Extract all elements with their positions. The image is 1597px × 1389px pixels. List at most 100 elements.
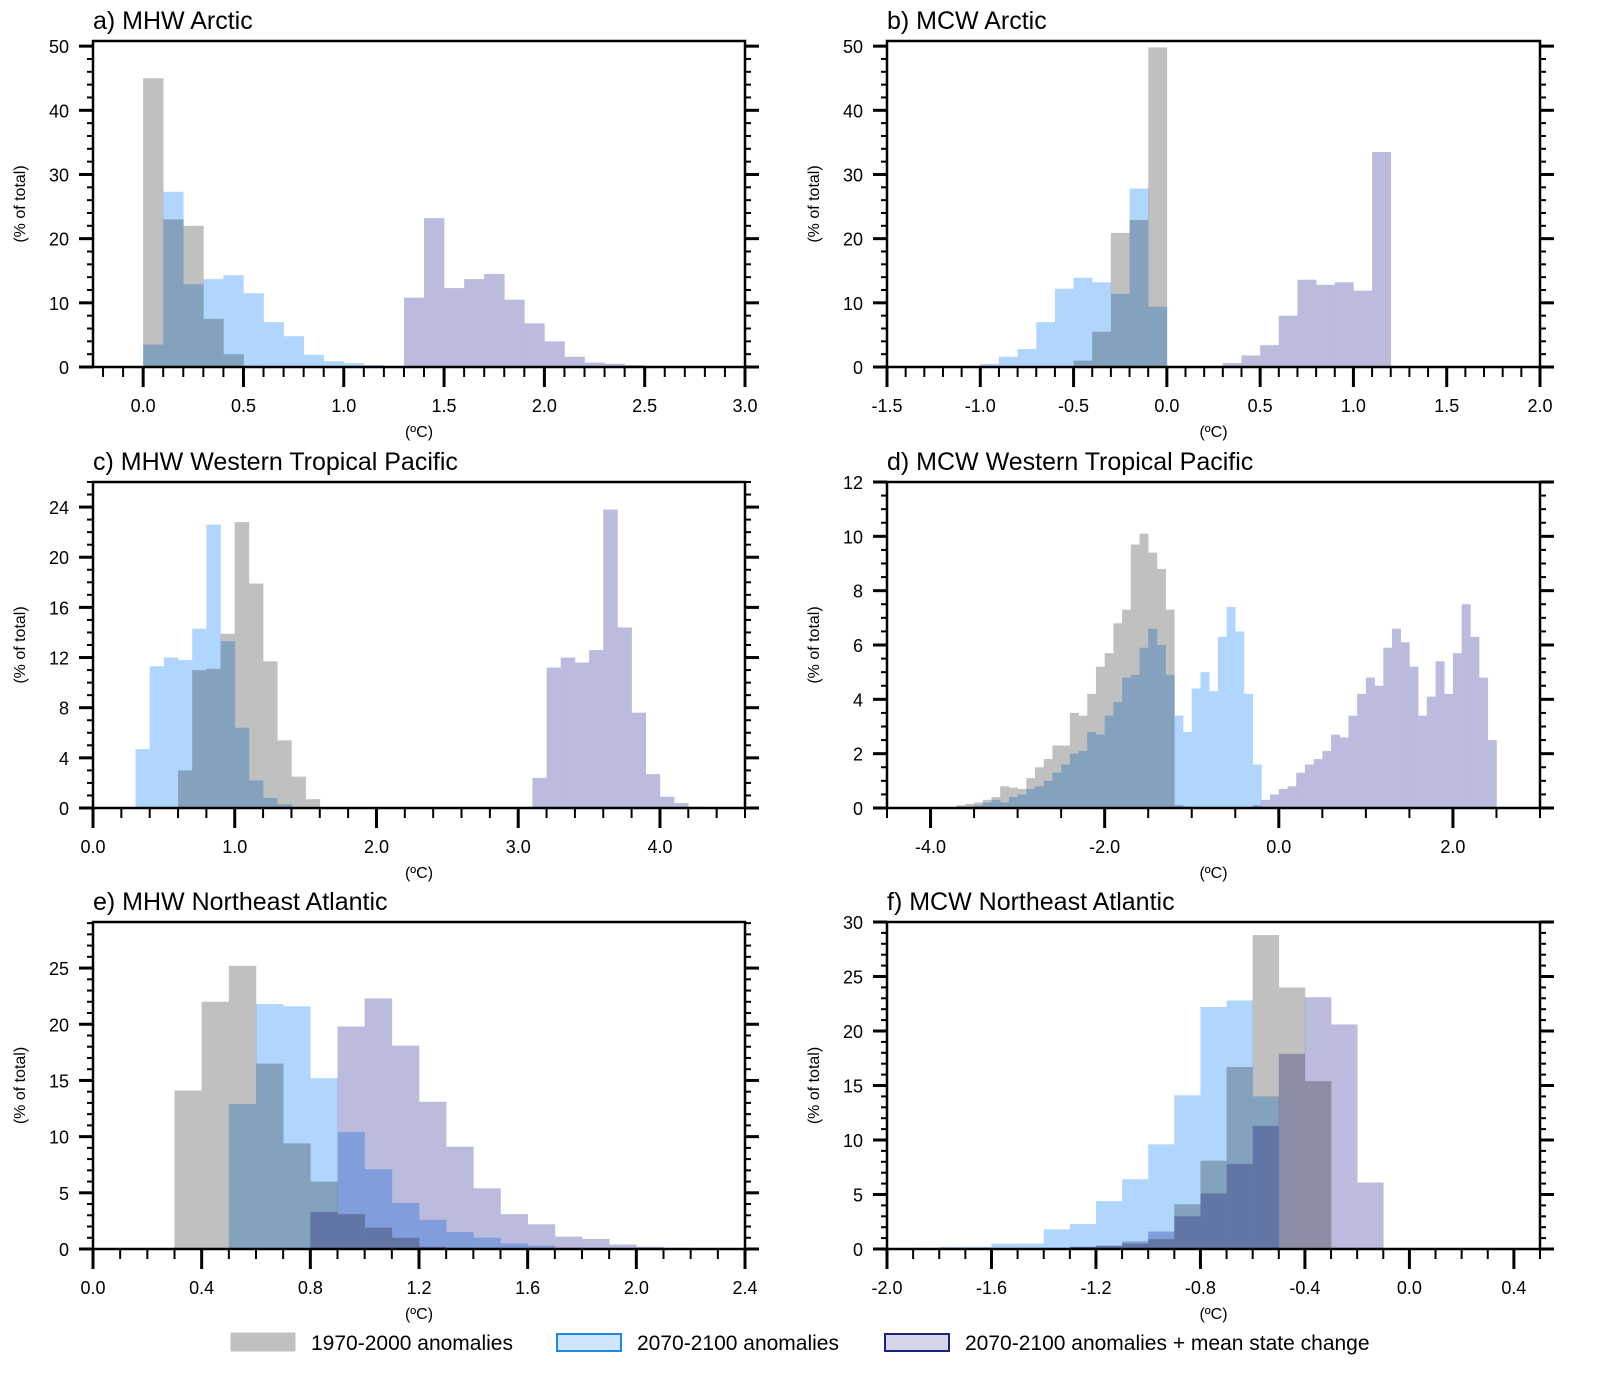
series-future-mean [310, 998, 691, 1249]
y-tick-label: 30 [49, 165, 69, 185]
bar-future [1156, 645, 1166, 808]
y-tick-label: 20 [843, 1022, 863, 1042]
bar-future [248, 780, 264, 808]
plot-frame [885, 39, 1542, 369]
bar-future [1017, 794, 1027, 808]
y-axis-f: 0 5 10 15 20 25 30 [843, 913, 1554, 1260]
bar-future [135, 749, 150, 808]
bar-future-mean [1383, 647, 1393, 808]
bar-future [256, 1004, 284, 1249]
bar-future [1122, 677, 1132, 808]
bar-future [283, 1006, 311, 1249]
legend-swatch-past [230, 1332, 296, 1352]
x-tick-label: 1.0 [222, 837, 247, 857]
bar-future-mean [504, 299, 525, 367]
bar-future [183, 284, 204, 367]
bar-future [1235, 631, 1245, 808]
bar-future [1052, 772, 1062, 808]
bar-future [192, 628, 207, 808]
x-tick-label: -1.0 [965, 396, 996, 416]
x-tick-label: 4.0 [647, 837, 672, 857]
bar-future [1036, 322, 1056, 367]
y-tick-label: 0 [59, 358, 69, 378]
x-axis-label: (ºC) [1199, 1306, 1227, 1323]
y-tick-label: 4 [853, 690, 863, 710]
x-tick-label: 1.5 [1434, 396, 1459, 416]
bar-future-mean [444, 288, 465, 367]
bar-future-mean [645, 774, 661, 808]
bar-future [1113, 702, 1123, 808]
y-axis-d: 0 2 4 6 8 10 12 [843, 473, 1554, 819]
bar-future-mean [446, 1146, 474, 1249]
x-tick-label: 1.0 [331, 396, 356, 416]
y-tick-label: 16 [49, 598, 69, 618]
bar-future [1226, 606, 1236, 808]
bar-future-mean [1304, 997, 1332, 1249]
bar-future-mean [391, 1045, 420, 1249]
bar-future-mean [1296, 772, 1306, 808]
y-tick-label: 10 [843, 1131, 863, 1151]
panel-title: f) MCW Northeast Atlantic [887, 888, 1175, 916]
bar-future [178, 660, 193, 808]
bars-b [980, 47, 1392, 367]
bar-future [1026, 788, 1036, 808]
bar-future [163, 191, 184, 367]
bar-future-mean [1241, 355, 1261, 367]
bar-future-mean [1461, 604, 1471, 808]
y-tick-label: 10 [49, 1128, 69, 1148]
legend-label-future: 2070-2100 anomalies [637, 1332, 839, 1355]
bar-future-mean [1372, 152, 1392, 367]
x-tick-label: -1.5 [871, 396, 902, 416]
bar-future [1078, 750, 1088, 808]
y-tick-label: 0 [853, 358, 863, 378]
y-tick-label: 0 [853, 799, 863, 819]
bar-future [149, 666, 165, 808]
y-tick-label: 15 [49, 1071, 69, 1091]
bar-future [980, 363, 1000, 367]
bar-future [1129, 188, 1149, 367]
y-tick-label: 5 [853, 1186, 863, 1206]
legend-label-future-mean: 2070-2100 anomalies + mean state change [965, 1332, 1370, 1355]
bar-future [1174, 715, 1184, 808]
bar-future-mean [546, 667, 562, 808]
bar-future-mean [1287, 786, 1297, 808]
bar-future-mean [1452, 653, 1462, 808]
bar-future [143, 344, 164, 367]
panel-title: b) MCW Arctic [887, 7, 1047, 35]
bar-past [305, 799, 321, 808]
x-tick-label: 0.5 [231, 396, 256, 416]
bar-future [203, 279, 224, 367]
x-tick-label: 3.0 [732, 396, 757, 416]
bars-a [143, 78, 645, 367]
legend-swatch-future [556, 1333, 622, 1352]
x-tick-label: 0.8 [298, 1278, 323, 1298]
y-tick-label: 24 [49, 498, 69, 518]
x-tick-label: -2.0 [1089, 837, 1120, 857]
bar-future [1092, 282, 1112, 367]
x-tick-label: 2.0 [1527, 396, 1552, 416]
bar-future [263, 797, 278, 808]
bar-future [323, 361, 345, 367]
x-axis-e: 0.0 0.4 0.8 1.2 1.6 2.0 2.4 [80, 1249, 758, 1298]
y-tick-label: 50 [843, 37, 863, 57]
bar-future-mean [1331, 1024, 1358, 1249]
bar-future [1217, 636, 1227, 808]
x-tick-label: 0.0 [1397, 1278, 1422, 1298]
bar-future-mean [564, 356, 585, 367]
bar-future-mean [631, 712, 647, 808]
bars-f [913, 935, 1384, 1249]
y-axis-label: (% of total) [806, 165, 823, 242]
bar-future-mean [1260, 345, 1280, 367]
y-axis-b: 0 10 20 30 40 50 [843, 37, 1554, 378]
bar-future [1200, 672, 1210, 808]
bar-future-mean [524, 323, 545, 367]
bar-future-mean [574, 662, 590, 808]
bar-future [1165, 674, 1175, 808]
bar-future [1243, 693, 1253, 808]
y-tick-label: 5 [59, 1184, 69, 1204]
x-tick-label: -1.6 [976, 1278, 1007, 1298]
bar-future [1252, 764, 1262, 808]
bar-future-mean [544, 341, 565, 367]
x-axis-d: -4.0 -2.0 0.0 2.0 [886, 808, 1541, 857]
bar-future [1087, 731, 1097, 808]
